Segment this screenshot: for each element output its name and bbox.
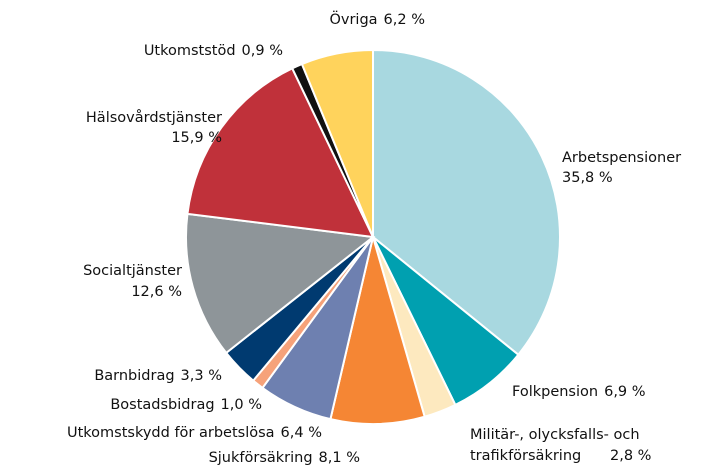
category-label: Hälsovårdstjänster: [86, 109, 222, 126]
category-label: Övriga: [329, 10, 377, 28]
category-label: Sjukförsäkring: [209, 450, 313, 466]
category-label: Arbetspensioner: [562, 150, 681, 166]
pie-slice: [185, 212, 376, 355]
pie-slice: [186, 67, 375, 239]
value-label: 3,3 %: [181, 368, 222, 384]
value-label: 35,8 %: [562, 170, 613, 186]
category-label: Utkomstskydd för arbetslösa: [67, 425, 275, 441]
value-label: 1,0 %: [221, 397, 262, 413]
value-label: 8,1 %: [319, 450, 360, 466]
category-label: Folkpension: [512, 384, 598, 400]
value-label: 6,9 %: [604, 384, 645, 400]
value-label: 12,6 %: [131, 284, 182, 300]
category-label: Barnbidrag: [94, 368, 174, 384]
slice-label: Utkomstskydd för arbetslösa 6,4 %: [67, 425, 322, 441]
category-label: Utkomststöd: [144, 43, 236, 59]
value-label: 6,2 %: [384, 12, 425, 28]
category-line: Militär-, olycksfalls- och: [470, 427, 644, 443]
category-line: trafikförsäkring: [470, 448, 581, 464]
value-label: 2,8 %: [610, 448, 651, 464]
slice-label: Övriga 6,2 %: [329, 10, 425, 28]
value-label: 15,9 %: [171, 130, 222, 146]
category-label: Bostadsbidrag: [110, 397, 214, 413]
pie-slice: [372, 48, 561, 357]
slice-label: Folkpension 6,9 %: [512, 384, 646, 400]
slice-label: Sjukförsäkring 8,1 %: [209, 450, 360, 466]
category-label: Militär-, olycksfalls- och trafikförsäkr…: [470, 427, 644, 464]
slice-label: Utkomststöd 0,9 %: [144, 43, 283, 59]
value-label: 0,9 %: [242, 43, 283, 59]
pie-slice: [329, 233, 426, 425]
value-label: 6,4 %: [281, 425, 322, 441]
pie-slice: [300, 48, 374, 238]
slice-label: Barnbidrag 3,3 %: [94, 368, 222, 384]
slice-label: Bostadsbidrag 1,0 %: [110, 397, 262, 413]
category-label: Socialtjänster: [83, 263, 182, 279]
